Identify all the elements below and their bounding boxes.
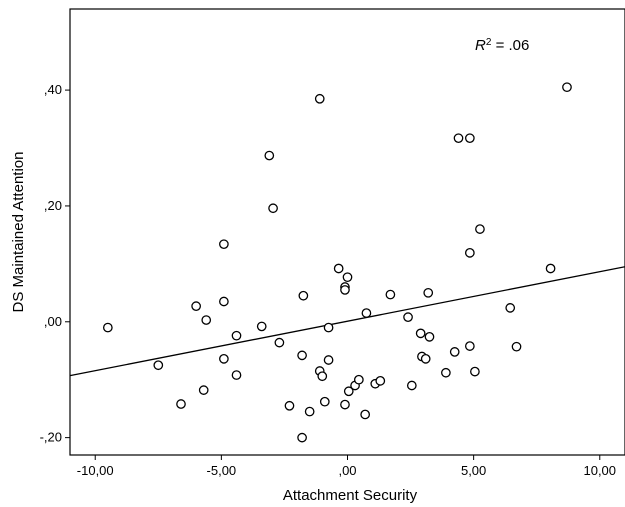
data-point xyxy=(284,400,295,411)
data-point xyxy=(102,322,113,333)
x-tick-label: -10,00 xyxy=(77,463,114,478)
data-point xyxy=(475,224,485,234)
data-point xyxy=(264,150,275,161)
r2-superscript: 2 xyxy=(486,37,492,48)
y-tick-label: -,20 xyxy=(40,430,62,445)
data-point xyxy=(297,432,307,443)
data-point xyxy=(256,321,267,332)
y-tick-label: ,00 xyxy=(44,314,62,329)
data-point xyxy=(317,371,328,382)
data-point xyxy=(319,396,330,407)
x-tick-label: ,00 xyxy=(338,463,356,478)
data-point xyxy=(323,355,334,365)
x-tick-label: -5,00 xyxy=(207,463,237,478)
data-point xyxy=(297,350,307,361)
data-point xyxy=(333,263,344,274)
data-point xyxy=(453,133,464,144)
plot-frame xyxy=(69,8,625,456)
y-tick-label: ,40 xyxy=(44,82,62,97)
data-point xyxy=(153,360,164,371)
data-point xyxy=(441,367,451,378)
r2-annotation: R2 = .06 xyxy=(475,37,529,55)
data-points xyxy=(102,82,572,443)
data-point xyxy=(343,386,354,397)
data-point xyxy=(424,331,435,342)
data-point xyxy=(449,347,460,357)
data-point xyxy=(176,399,186,409)
y-axis-title: DS Maintained Attention xyxy=(10,152,27,313)
data-point xyxy=(231,370,242,380)
data-point xyxy=(545,263,556,274)
data-point xyxy=(323,322,334,333)
data-point xyxy=(361,308,372,318)
r2-value: = .06 xyxy=(491,37,529,54)
data-point xyxy=(403,312,413,322)
data-point xyxy=(360,409,371,420)
data-point xyxy=(406,380,417,391)
data-point xyxy=(219,353,229,364)
data-point xyxy=(465,133,475,144)
data-point xyxy=(562,82,572,93)
data-point xyxy=(375,376,386,386)
data-point xyxy=(354,374,364,385)
data-point xyxy=(470,366,480,377)
data-point xyxy=(314,93,325,104)
data-point xyxy=(198,385,209,395)
r2-r-letter: R xyxy=(475,37,486,54)
data-point xyxy=(231,330,242,341)
data-point xyxy=(219,296,229,307)
data-point xyxy=(505,303,516,313)
data-point xyxy=(423,287,434,298)
data-point xyxy=(298,290,309,301)
data-point xyxy=(304,406,315,417)
data-point xyxy=(465,248,475,258)
data-point xyxy=(342,272,353,283)
data-point xyxy=(465,341,475,351)
y-tick-label: ,20 xyxy=(44,198,62,213)
axis-ticks xyxy=(65,89,601,460)
data-point xyxy=(219,239,229,250)
regression-line xyxy=(69,266,625,377)
data-point xyxy=(191,301,201,311)
data-point xyxy=(274,337,285,348)
data-point xyxy=(340,399,350,410)
x-tick-label: 5,00 xyxy=(461,463,486,478)
data-point xyxy=(511,341,522,352)
x-tick-label: 10,00 xyxy=(583,463,616,478)
data-point xyxy=(415,328,426,339)
data-point xyxy=(385,289,396,300)
data-point xyxy=(340,285,350,295)
x-axis-title: Attachment Security xyxy=(283,487,418,504)
tick-labels: -10,00 -5,00 ,00 5,00 10,00 -,20 ,00 ,20 ,40 xyxy=(40,82,616,478)
data-point xyxy=(201,315,212,325)
data-point xyxy=(420,353,431,364)
data-point xyxy=(268,203,278,214)
fit-line-group xyxy=(69,266,625,377)
